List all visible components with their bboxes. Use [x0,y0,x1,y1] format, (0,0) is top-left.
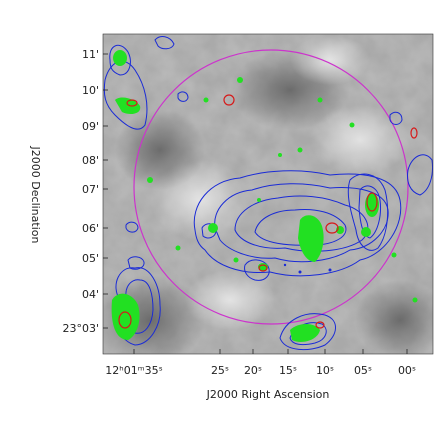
y-tick-label: 10' [82,84,99,97]
x-tick-labels: 12ʰ01ᵐ35ˢ 25ˢ 20ˢ 15ˢ 10ˢ 05ˢ 00ˢ [105,364,416,377]
x-tick-label: 25ˢ [211,364,229,377]
x-tick-label: 05ˢ [354,364,372,377]
y-tick-marks [103,53,108,329]
x-tick-label: 00ˢ [398,364,416,377]
y-tick-label: 06' [82,222,99,235]
y-tick-labels: 11' 10' 09' 08' 07' 06' 05' 04' 23°03' [62,48,99,335]
y-tick-label: 05' [82,252,99,265]
y-tick-label: 04' [82,288,99,301]
x-tick-label: 15ˢ [279,364,297,377]
y-tick-label: 09' [82,120,99,133]
plot-frame [102,33,434,355]
sky-panel [103,34,433,354]
field-circle [133,49,409,325]
y-tick-label: 23°03' [62,322,99,335]
x-tick-label: 12ʰ01ᵐ35ˢ [105,364,162,377]
x-axis-title: J2000 Right Ascension [206,388,330,401]
red-contours [118,94,418,329]
green-sources [111,50,418,342]
y-tick-label: 07' [82,183,99,196]
x-tick-label: 20ˢ [244,364,262,377]
y-axis-title: J2000 Declination [29,146,42,244]
x-tick-marks [133,349,408,354]
blue-dots [283,263,332,274]
y-tick-label: 11' [82,48,99,61]
y-tick-label: 08' [82,154,99,167]
x-tick-label: 10ˢ [316,364,334,377]
